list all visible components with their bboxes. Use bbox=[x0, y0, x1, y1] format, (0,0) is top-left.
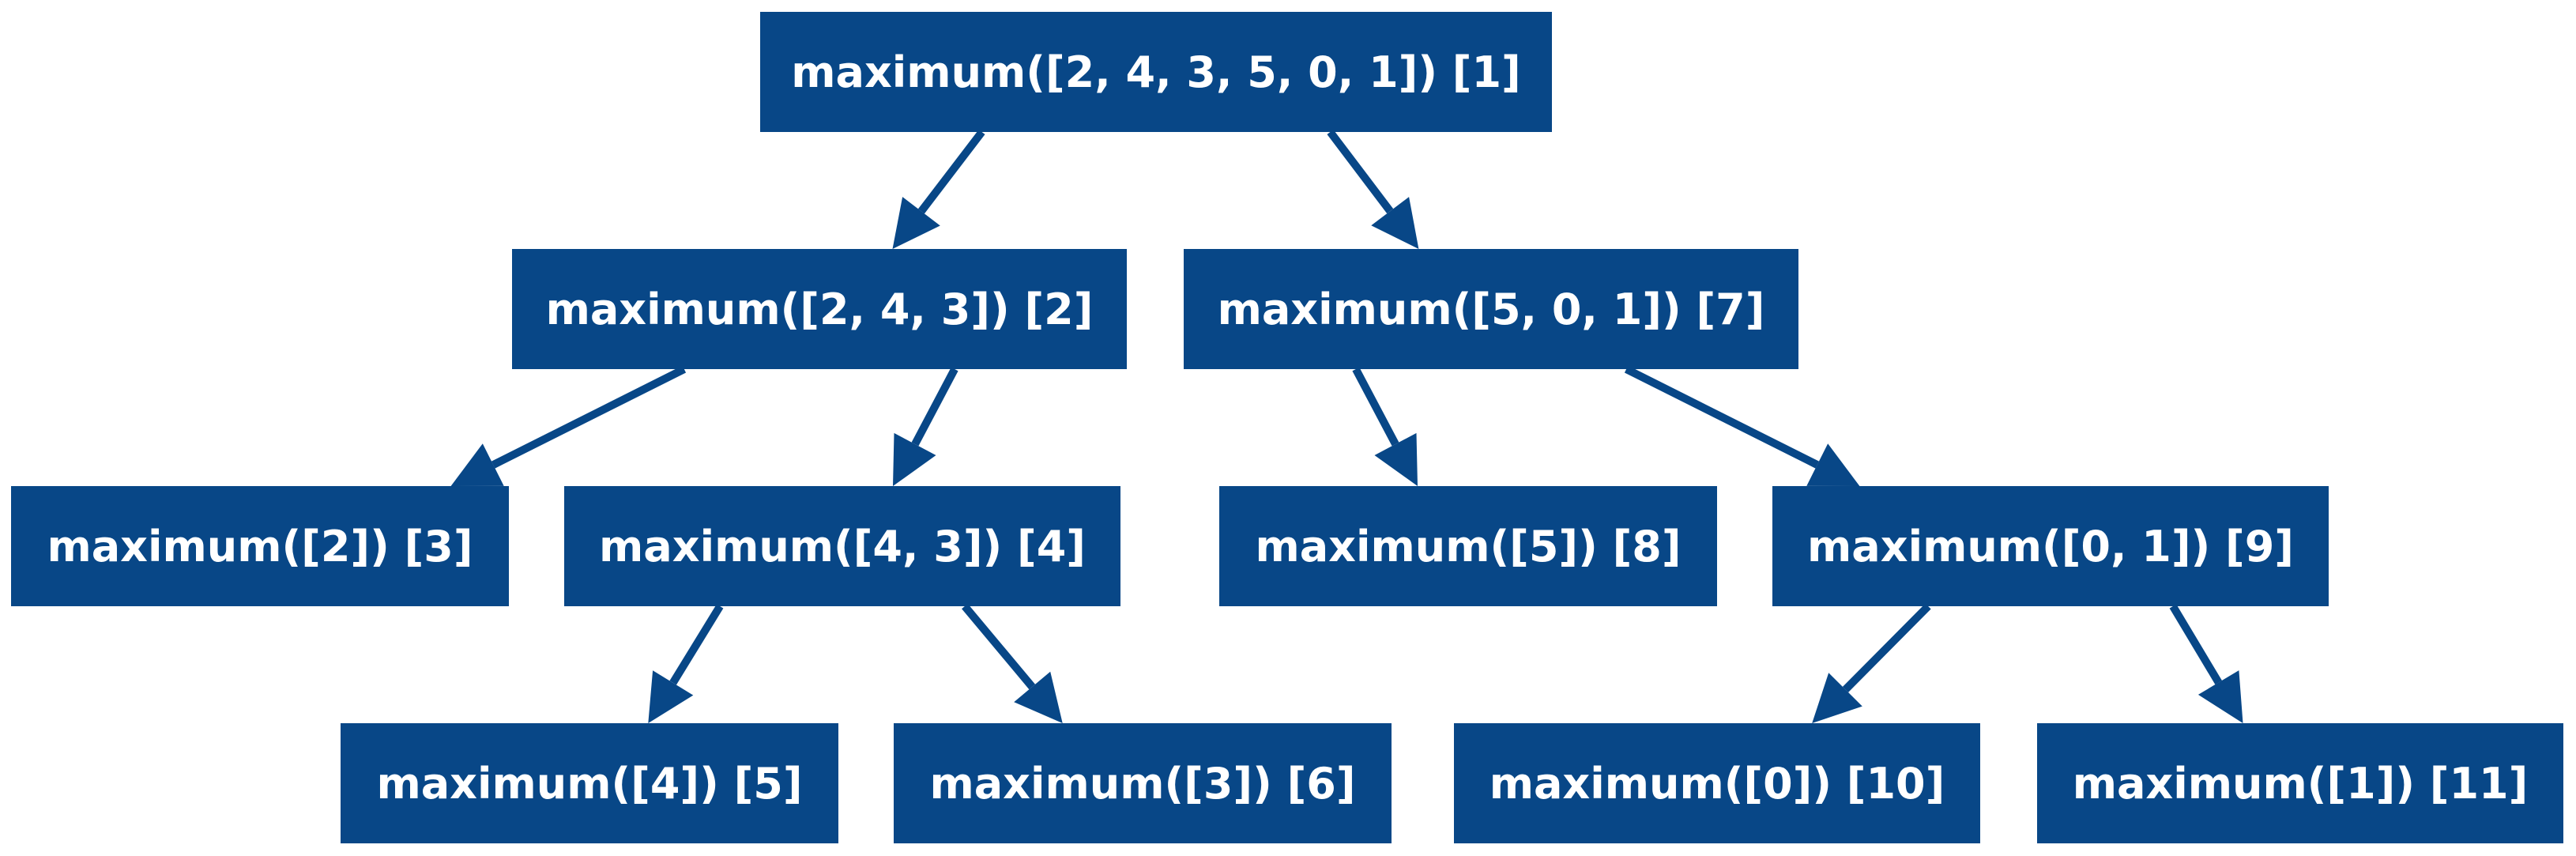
arrowhead-n9-n10 bbox=[1812, 673, 1862, 723]
node-5-label: maximum([4]) [5] bbox=[376, 758, 803, 809]
node-9-label: maximum([0, 1]) [9] bbox=[1807, 521, 2294, 571]
edge-n4-n6 bbox=[962, 603, 1036, 690]
node-6-label: maximum([3]) [6] bbox=[929, 758, 1356, 809]
node-10: maximum([0]) [10] bbox=[1454, 723, 1980, 843]
node-3: maximum([2]) [3] bbox=[11, 486, 509, 606]
node-10-label: maximum([0]) [10] bbox=[1489, 758, 1945, 809]
edge-n9-n10 bbox=[1842, 603, 1931, 692]
node-7: maximum([5, 0, 1]) [7] bbox=[1184, 249, 1798, 369]
node-2: maximum([2, 4, 3]) [2] bbox=[512, 249, 1127, 369]
edge-n4-n5 bbox=[669, 604, 724, 685]
node-4: maximum([4, 3]) [4] bbox=[564, 486, 1120, 606]
node-5: maximum([4]) [5] bbox=[341, 723, 838, 843]
arrowhead-n1-n7 bbox=[1371, 197, 1419, 249]
arrowhead-n7-n8 bbox=[1374, 432, 1418, 486]
edge-n7-n8 bbox=[1352, 367, 1399, 447]
arrowhead-n7-n9 bbox=[1806, 443, 1860, 486]
node-11: maximum([1]) [11] bbox=[2037, 723, 2563, 843]
arrowhead-n1-n2 bbox=[892, 197, 940, 249]
node-3-label: maximum([2]) [3] bbox=[47, 521, 473, 571]
node-11-label: maximum([1]) [11] bbox=[2072, 758, 2529, 809]
node-8-label: maximum([5]) [8] bbox=[1255, 521, 1682, 571]
node-4-label: maximum([4, 3]) [4] bbox=[599, 521, 1086, 571]
node-1: maximum([2, 4, 3, 5, 0, 1]) [1] bbox=[760, 12, 1552, 132]
node-8: maximum([5]) [8] bbox=[1219, 486, 1717, 606]
node-6: maximum([3]) [6] bbox=[894, 723, 1392, 843]
arrowhead-n2-n4 bbox=[893, 432, 936, 486]
edge-n7-n9 bbox=[1624, 365, 1820, 469]
arrowhead-n4-n6 bbox=[1014, 671, 1063, 723]
edge-n2-n3 bbox=[491, 365, 687, 469]
edge-n2-n4 bbox=[911, 367, 958, 447]
arrowhead-n2-n3 bbox=[450, 443, 504, 486]
node-1-label: maximum([2, 4, 3, 5, 0, 1]) [1] bbox=[791, 47, 1521, 97]
edge-n9-n11 bbox=[2169, 604, 2222, 685]
node-7-label: maximum([5, 0, 1]) [7] bbox=[1217, 284, 1765, 334]
node-9: maximum([0, 1]) [9] bbox=[1772, 486, 2329, 606]
arrowhead-n9-n11 bbox=[2198, 670, 2243, 723]
node-2-label: maximum([2, 4, 3]) [2] bbox=[545, 284, 1094, 334]
arrowhead-n4-n5 bbox=[648, 670, 694, 723]
edge-n1-n2 bbox=[917, 129, 985, 214]
edge-n1-n7 bbox=[1327, 129, 1394, 214]
